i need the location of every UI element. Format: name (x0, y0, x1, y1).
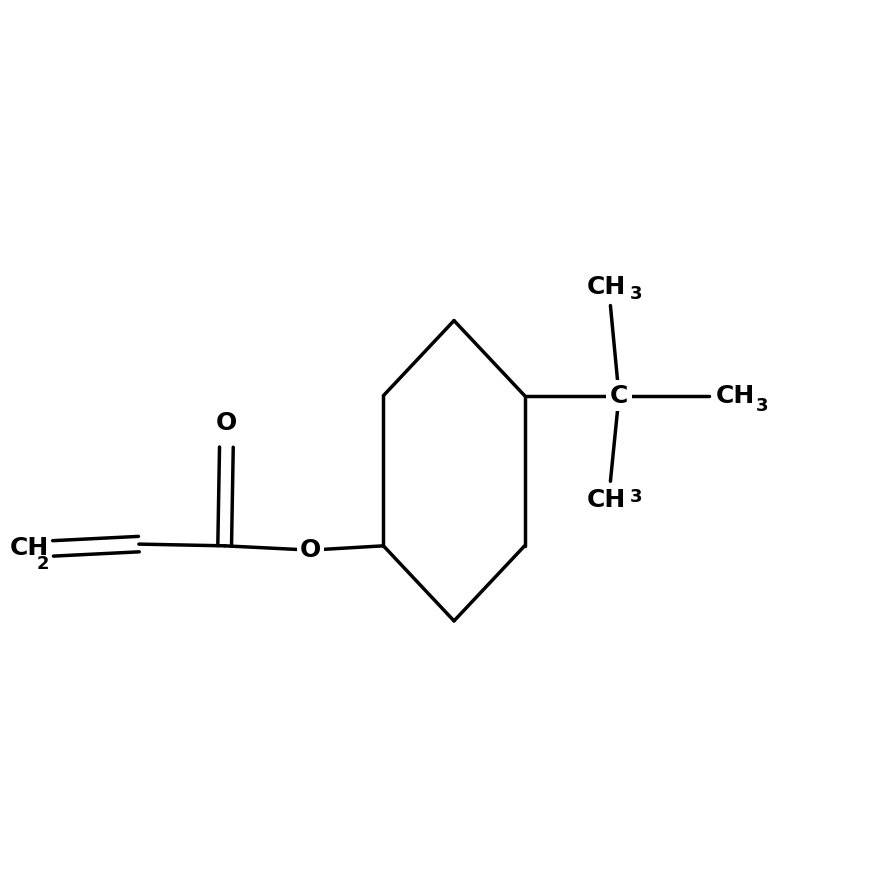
Text: O: O (300, 538, 321, 562)
Text: 3: 3 (630, 285, 643, 303)
Text: CH: CH (716, 384, 756, 408)
Text: CH: CH (10, 536, 49, 560)
Text: CH: CH (587, 488, 626, 512)
Text: 3: 3 (630, 488, 643, 506)
Text: O: O (215, 411, 237, 435)
Text: 3: 3 (756, 397, 769, 415)
Text: 2: 2 (36, 554, 49, 573)
Text: C: C (610, 384, 628, 408)
Text: CH: CH (587, 275, 626, 299)
